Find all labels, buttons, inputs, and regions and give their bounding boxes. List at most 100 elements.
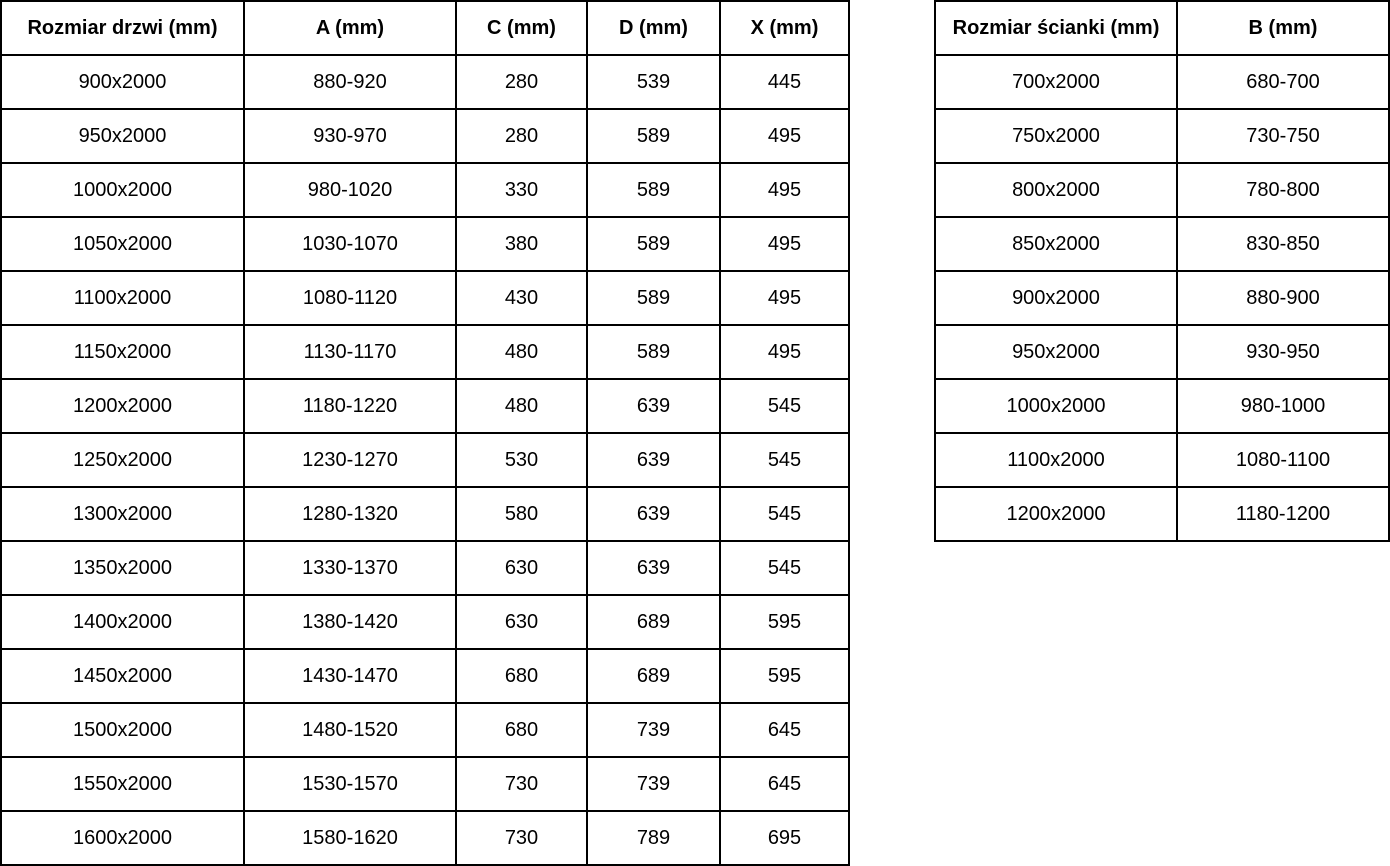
table-cell: 545 bbox=[719, 486, 850, 542]
table-cell: 880-900 bbox=[1176, 270, 1390, 326]
table-cell: 630 bbox=[455, 594, 588, 650]
table-cell: 739 bbox=[586, 702, 721, 758]
column-header: Rozmiar ścianki (mm) bbox=[934, 0, 1178, 56]
table-cell: 1000x2000 bbox=[934, 378, 1178, 434]
table-row: 1300x2000 1280-1320 580 639 545 bbox=[0, 486, 850, 542]
table-cell: 589 bbox=[586, 324, 721, 380]
table-cell: 695 bbox=[719, 810, 850, 866]
table-cell: 430 bbox=[455, 270, 588, 326]
table-cell: 1180-1220 bbox=[243, 378, 457, 434]
table-cell: 1180-1200 bbox=[1176, 486, 1390, 542]
table-cell: 950x2000 bbox=[934, 324, 1178, 380]
table-cell: 495 bbox=[719, 324, 850, 380]
table-row: 1550x2000 1530-1570 730 739 645 bbox=[0, 756, 850, 812]
column-header: D (mm) bbox=[586, 0, 721, 56]
table-cell: 539 bbox=[586, 54, 721, 110]
table-row: 1050x2000 1030-1070 380 589 495 bbox=[0, 216, 850, 272]
table-cell: 930-970 bbox=[243, 108, 457, 164]
table-cell: 1250x2000 bbox=[0, 432, 245, 488]
table-cell: 1200x2000 bbox=[934, 486, 1178, 542]
table-row: 700x2000 680-700 bbox=[934, 54, 1390, 110]
table-cell: 630 bbox=[455, 540, 588, 596]
table-cell: 495 bbox=[719, 108, 850, 164]
table-cell: 445 bbox=[719, 54, 850, 110]
table-cell: 750x2000 bbox=[934, 108, 1178, 164]
table-cell: 789 bbox=[586, 810, 721, 866]
table-cell: 1030-1070 bbox=[243, 216, 457, 272]
table-cell: 639 bbox=[586, 486, 721, 542]
table-cell: 1130-1170 bbox=[243, 324, 457, 380]
table-cell: 545 bbox=[719, 378, 850, 434]
table-cell: 280 bbox=[455, 54, 588, 110]
table-row: 950x2000 930-950 bbox=[934, 324, 1390, 380]
table-row: 850x2000 830-850 bbox=[934, 216, 1390, 272]
table-cell: 900x2000 bbox=[934, 270, 1178, 326]
table-cell: 1500x2000 bbox=[0, 702, 245, 758]
table-cell: 930-950 bbox=[1176, 324, 1390, 380]
table-cell: 330 bbox=[455, 162, 588, 218]
table-row: 1250x2000 1230-1270 530 639 545 bbox=[0, 432, 850, 488]
table-cell: 1330-1370 bbox=[243, 540, 457, 596]
table-cell: 900x2000 bbox=[0, 54, 245, 110]
table-cell: 545 bbox=[719, 540, 850, 596]
table-cell: 595 bbox=[719, 648, 850, 704]
table-cell: 639 bbox=[586, 540, 721, 596]
table-cell: 530 bbox=[455, 432, 588, 488]
table-cell: 1100x2000 bbox=[0, 270, 245, 326]
table-cell: 1480-1520 bbox=[243, 702, 457, 758]
table-row: 1350x2000 1330-1370 630 639 545 bbox=[0, 540, 850, 596]
table-row: 950x2000 930-970 280 589 495 bbox=[0, 108, 850, 164]
table-row: 900x2000 880-920 280 539 445 bbox=[0, 54, 850, 110]
table-cell: 495 bbox=[719, 270, 850, 326]
table-cell: 495 bbox=[719, 162, 850, 218]
column-header: B (mm) bbox=[1176, 0, 1390, 56]
table-cell: 639 bbox=[586, 378, 721, 434]
table-cell: 639 bbox=[586, 432, 721, 488]
table-row: 1100x2000 1080-1120 430 589 495 bbox=[0, 270, 850, 326]
table-cell: 730 bbox=[455, 756, 588, 812]
table-cell: 1150x2000 bbox=[0, 324, 245, 380]
table-cell: 980-1000 bbox=[1176, 378, 1390, 434]
table-cell: 1600x2000 bbox=[0, 810, 245, 866]
table-cell: 495 bbox=[719, 216, 850, 272]
column-header: Rozmiar drzwi (mm) bbox=[0, 0, 245, 56]
table-cell: 689 bbox=[586, 594, 721, 650]
table-cell: 950x2000 bbox=[0, 108, 245, 164]
table-row: 750x2000 730-750 bbox=[934, 108, 1390, 164]
table-cell: 595 bbox=[719, 594, 850, 650]
table-cell: 1580-1620 bbox=[243, 810, 457, 866]
table-cell: 830-850 bbox=[1176, 216, 1390, 272]
table-cell: 800x2000 bbox=[934, 162, 1178, 218]
table-cell: 680 bbox=[455, 648, 588, 704]
table-row: 1200x2000 1180-1200 bbox=[934, 486, 1390, 542]
table-row: 1000x2000 980-1000 bbox=[934, 378, 1390, 434]
table-row: 1400x2000 1380-1420 630 689 595 bbox=[0, 594, 850, 650]
table-cell: 589 bbox=[586, 108, 721, 164]
column-header: C (mm) bbox=[455, 0, 588, 56]
table-cell: 850x2000 bbox=[934, 216, 1178, 272]
table-cell: 1230-1270 bbox=[243, 432, 457, 488]
table-row: 1000x2000 980-1020 330 589 495 bbox=[0, 162, 850, 218]
table-cell: 1430-1470 bbox=[243, 648, 457, 704]
table-cell: 730-750 bbox=[1176, 108, 1390, 164]
table-cell: 1200x2000 bbox=[0, 378, 245, 434]
table-cell: 1350x2000 bbox=[0, 540, 245, 596]
table-cell: 1450x2000 bbox=[0, 648, 245, 704]
table-cell: 589 bbox=[586, 216, 721, 272]
table-cell: 689 bbox=[586, 648, 721, 704]
table-cell: 1380-1420 bbox=[243, 594, 457, 650]
table-row: 1150x2000 1130-1170 480 589 495 bbox=[0, 324, 850, 380]
table-row: 1100x2000 1080-1100 bbox=[934, 432, 1390, 488]
table-row: 800x2000 780-800 bbox=[934, 162, 1390, 218]
wall-size-table: Rozmiar ścianki (mm) B (mm) 700x2000 680-70… bbox=[934, 0, 1390, 542]
table-cell: 880-920 bbox=[243, 54, 457, 110]
table-cell: 1550x2000 bbox=[0, 756, 245, 812]
header-row: Rozmiar ścianki (mm) B (mm) bbox=[934, 0, 1390, 56]
table-row: 1200x2000 1180-1220 480 639 545 bbox=[0, 378, 850, 434]
table-cell: 1530-1570 bbox=[243, 756, 457, 812]
header-row: Rozmiar drzwi (mm) A (mm) C (mm) D (mm) X (m… bbox=[0, 0, 850, 56]
table-cell: 589 bbox=[586, 270, 721, 326]
table-cell: 545 bbox=[719, 432, 850, 488]
table-cell: 589 bbox=[586, 162, 721, 218]
table-cell: 1000x2000 bbox=[0, 162, 245, 218]
